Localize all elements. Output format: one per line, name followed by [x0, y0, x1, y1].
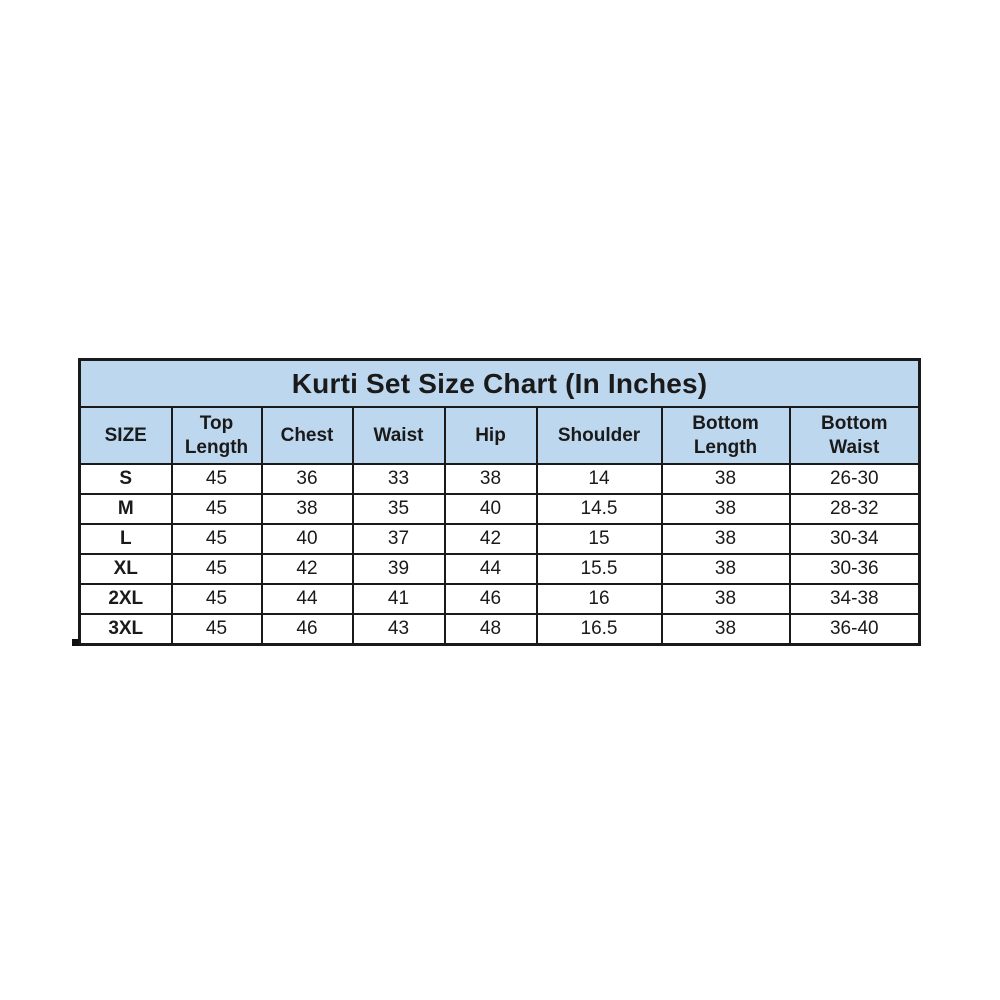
table-row-3xl: 3XL 45 46 43 48 16.5 38 36-40 [78, 613, 921, 646]
waist-cell: 39 [351, 553, 446, 585]
bottom-length-cell: 38 [660, 613, 791, 646]
table-header-row: SIZE Top Length Chest Waist Hip Shoulder… [78, 406, 921, 465]
col-header-top-length: Top Length [170, 406, 263, 465]
bottom-waist-cell: 30-36 [788, 553, 921, 585]
waist-cell: 43 [351, 613, 446, 646]
top-length-cell: 45 [170, 493, 263, 525]
size-cell: 2XL [78, 583, 173, 615]
top-length-cell: 45 [170, 553, 263, 585]
chest-cell: 38 [260, 493, 354, 525]
bottom-waist-cell: 28-32 [788, 493, 921, 525]
hip-cell: 46 [443, 583, 538, 615]
shoulder-cell: 14 [535, 463, 663, 495]
top-length-cell: 45 [170, 613, 263, 646]
shoulder-cell: 15.5 [535, 553, 663, 585]
table-row-s: S 45 36 33 38 14 38 26-30 [78, 463, 921, 495]
waist-cell: 41 [351, 583, 446, 615]
table-row-m: M 45 38 35 40 14.5 38 28-32 [78, 493, 921, 525]
bottom-length-cell: 38 [660, 523, 791, 555]
size-chart-table: Kurti Set Size Chart (In Inches) SIZE To… [78, 358, 922, 646]
hip-cell: 48 [443, 613, 538, 646]
col-header-shoulder: Shoulder [535, 406, 663, 465]
size-cell: M [78, 493, 173, 525]
table-title-row: Kurti Set Size Chart (In Inches) [78, 358, 921, 408]
size-cell: 3XL [78, 613, 173, 646]
bottom-length-cell: 38 [660, 463, 791, 495]
shoulder-cell: 15 [535, 523, 663, 555]
table-title: Kurti Set Size Chart (In Inches) [78, 358, 921, 408]
size-cell: L [78, 523, 173, 555]
hip-cell: 42 [443, 523, 538, 555]
col-header-waist: Waist [351, 406, 446, 465]
waist-cell: 35 [351, 493, 446, 525]
hip-cell: 40 [443, 493, 538, 525]
col-header-hip: Hip [443, 406, 538, 465]
bottom-waist-cell: 34-38 [788, 583, 921, 615]
shoulder-cell: 16.5 [535, 613, 663, 646]
shoulder-cell: 16 [535, 583, 663, 615]
waist-cell: 33 [351, 463, 446, 495]
col-header-size: SIZE [78, 406, 173, 465]
hip-cell: 44 [443, 553, 538, 585]
shoulder-cell: 14.5 [535, 493, 663, 525]
bottom-waist-cell: 30-34 [788, 523, 921, 555]
bottom-length-cell: 38 [660, 583, 791, 615]
size-cell: XL [78, 553, 173, 585]
waist-cell: 37 [351, 523, 446, 555]
table-corner-mark [72, 639, 79, 646]
bottom-waist-cell: 26-30 [788, 463, 921, 495]
top-length-cell: 45 [170, 583, 263, 615]
chest-cell: 42 [260, 553, 354, 585]
col-header-bottom-waist: Bottom Waist [788, 406, 921, 465]
table-row-xl: XL 45 42 39 44 15.5 38 30-36 [78, 553, 921, 585]
chest-cell: 36 [260, 463, 354, 495]
size-cell: S [78, 463, 173, 495]
bottom-length-cell: 38 [660, 493, 791, 525]
chest-cell: 46 [260, 613, 354, 646]
col-header-bottom-length: Bottom Length [660, 406, 791, 465]
top-length-cell: 45 [170, 523, 263, 555]
col-header-chest: Chest [260, 406, 354, 465]
chest-cell: 44 [260, 583, 354, 615]
hip-cell: 38 [443, 463, 538, 495]
bottom-waist-cell: 36-40 [788, 613, 921, 646]
chest-cell: 40 [260, 523, 354, 555]
bottom-length-cell: 38 [660, 553, 791, 585]
table-row-2xl: 2XL 45 44 41 46 16 38 34-38 [78, 583, 921, 615]
top-length-cell: 45 [170, 463, 263, 495]
table-row-l: L 45 40 37 42 15 38 30-34 [78, 523, 921, 555]
